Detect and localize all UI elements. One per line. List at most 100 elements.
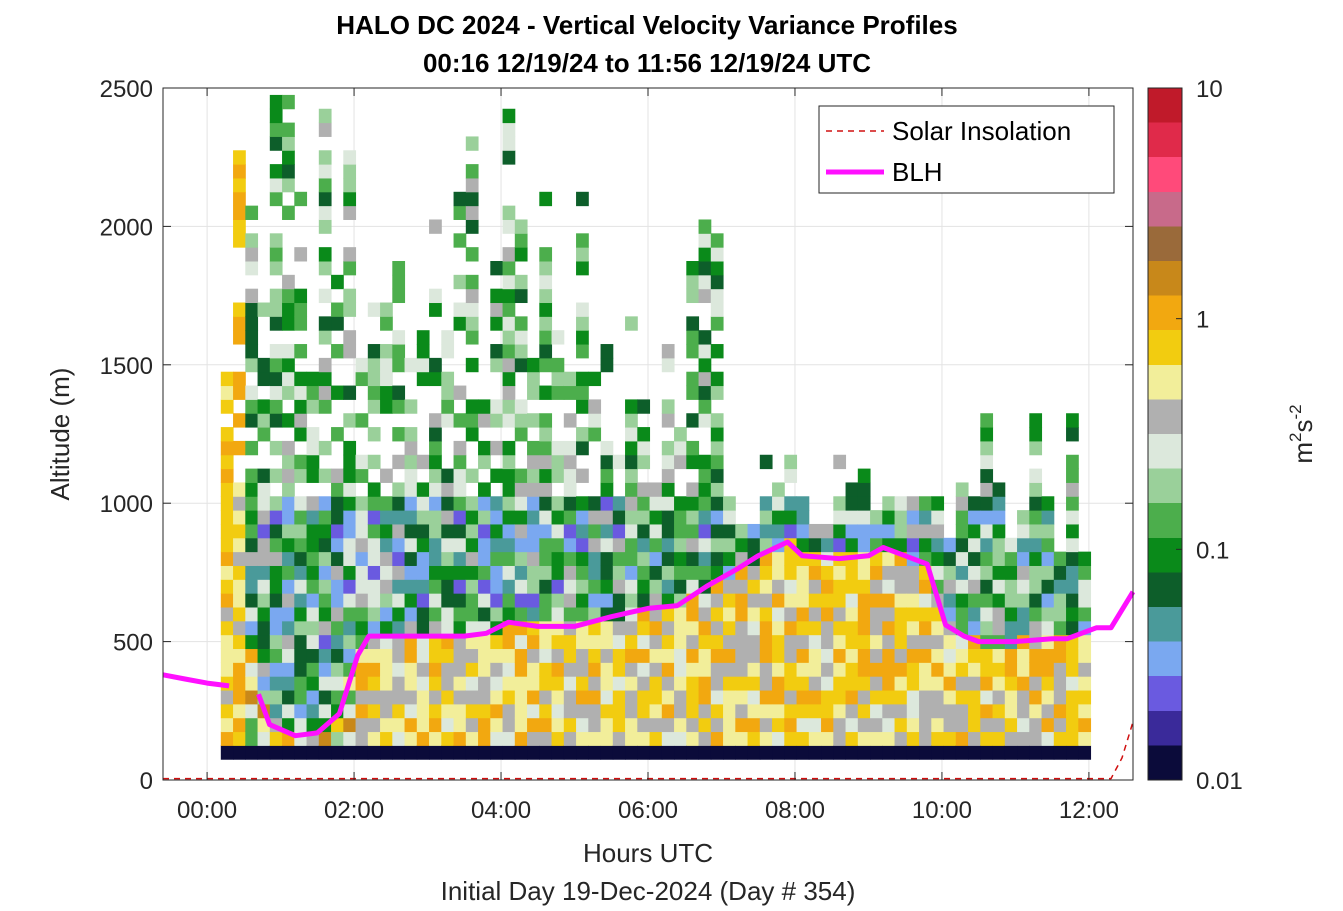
heatmap-cell — [245, 731, 259, 746]
heatmap-cell — [612, 454, 626, 470]
heatmap-cell — [306, 717, 320, 733]
heatmap-cell — [429, 482, 442, 497]
heatmap-cell — [282, 662, 295, 677]
heatmap-cell — [416, 731, 430, 746]
heatmap-cell — [576, 523, 589, 539]
heatmap-cell — [661, 510, 675, 525]
heatmap-cell — [857, 579, 871, 594]
heatmap-cell — [1066, 537, 1079, 553]
heatmap-cell — [318, 496, 332, 511]
heatmap-cell — [710, 703, 724, 719]
heatmap-cell — [784, 731, 798, 746]
heatmap-cell — [429, 648, 442, 663]
heatmap-cell — [1004, 745, 1018, 760]
heatmap-cell — [1004, 676, 1018, 691]
heatmap-cell — [1066, 607, 1079, 622]
heatmap-cell — [282, 344, 295, 359]
heatmap-cell — [1017, 690, 1030, 705]
heatmap-cell — [441, 607, 455, 622]
heatmap-cell — [772, 717, 785, 733]
heatmap-cell — [220, 385, 234, 400]
heatmap-cell — [514, 634, 528, 650]
heatmap-cell — [514, 607, 528, 622]
heatmap-cell — [661, 468, 675, 483]
heatmap-cell — [772, 676, 785, 691]
heatmap-cell — [686, 620, 700, 636]
heatmap-cell — [527, 593, 540, 608]
heatmap-cell — [1017, 662, 1030, 677]
heatmap-cell — [588, 634, 602, 650]
heatmap-cell — [355, 454, 369, 470]
heatmap-cell — [233, 731, 246, 746]
heatmap-cell — [478, 579, 491, 594]
heatmap-cell — [416, 371, 430, 387]
heatmap-cell — [710, 523, 724, 539]
heatmap-cell — [833, 703, 847, 719]
heatmap-cell — [441, 413, 455, 428]
heatmap-cell — [318, 357, 332, 373]
heatmap-cell — [490, 634, 504, 650]
heatmap-cell — [906, 703, 920, 719]
heatmap-cell — [502, 648, 516, 663]
heatmap-cell — [331, 593, 344, 608]
heatmap-cell — [257, 399, 271, 414]
heatmap-cell — [710, 413, 724, 428]
heatmap-cell — [759, 579, 773, 594]
heatmap-cell — [1017, 607, 1030, 622]
heatmap-cell — [1004, 620, 1018, 636]
heatmap-cell — [612, 745, 626, 760]
heatmap-cell — [955, 690, 969, 705]
heatmap-cell — [563, 731, 577, 746]
heatmap-cell — [1029, 607, 1043, 622]
heatmap-cell — [845, 537, 859, 553]
heatmap-cell — [588, 523, 602, 539]
heatmap-cell — [527, 413, 540, 428]
heatmap-cell — [637, 482, 651, 497]
heatmap-cell — [343, 620, 357, 636]
heatmap-cell — [747, 662, 761, 677]
heatmap-cell — [735, 607, 749, 622]
heatmap-cell — [527, 482, 540, 497]
heatmap-cell — [465, 399, 479, 414]
heatmap-cell — [980, 620, 994, 636]
heatmap-cell — [870, 745, 883, 760]
heatmap-cell — [980, 607, 994, 622]
heatmap-cell — [269, 510, 283, 525]
heatmap-cell — [380, 579, 393, 594]
heatmap-cell — [416, 593, 430, 608]
heatmap-cell — [735, 593, 749, 608]
heatmap-cell — [845, 607, 859, 622]
heatmap-cell — [282, 717, 295, 733]
heatmap-cell — [1041, 551, 1055, 566]
heatmap-cell — [857, 731, 871, 746]
heatmap-cell — [318, 593, 332, 608]
heatmap-cell — [600, 662, 614, 677]
heatmap-cell — [380, 717, 393, 733]
heatmap-cell — [490, 523, 504, 539]
heatmap-cell — [257, 565, 271, 580]
heatmap-cell — [576, 593, 589, 608]
heatmap-cell — [1041, 731, 1055, 746]
heatmap-cell — [502, 357, 516, 373]
heatmap-cells — [220, 94, 1092, 760]
heatmap-cell — [294, 302, 308, 317]
heatmap-cell — [637, 690, 651, 705]
heatmap-cell — [502, 261, 516, 276]
heatmap-cell — [686, 690, 700, 705]
heatmap-cell — [392, 288, 406, 304]
heatmap-cell — [306, 440, 320, 456]
heatmap-cell — [502, 385, 516, 400]
heatmap-cell — [404, 523, 418, 539]
heatmap-cell — [649, 662, 663, 677]
heatmap-cell — [245, 233, 259, 248]
heatmap-cell — [600, 344, 614, 359]
heatmap-cell — [269, 620, 283, 636]
heatmap-cell — [527, 385, 540, 400]
heatmap-cell — [257, 413, 271, 428]
heatmap-cell — [698, 523, 712, 539]
heatmap-cell — [1041, 607, 1055, 622]
heatmap-cell — [588, 593, 602, 608]
heatmap-cell — [343, 177, 357, 193]
heatmap-cell — [453, 440, 467, 456]
heatmap-cell — [465, 219, 479, 234]
